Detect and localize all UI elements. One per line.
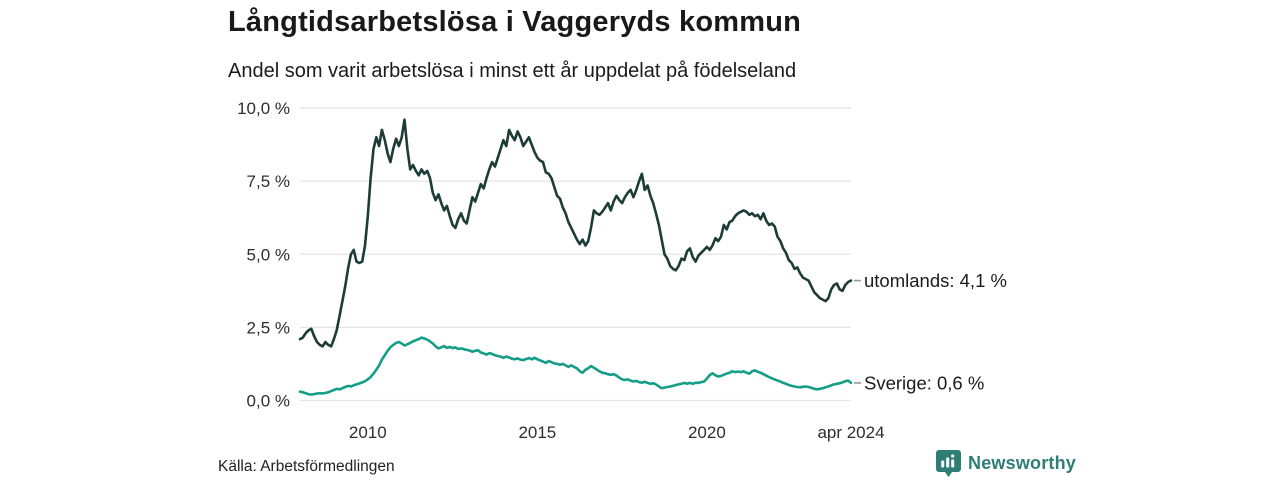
x-tick-label: 2020 [688, 423, 726, 442]
x-tick-label: 2015 [518, 423, 556, 442]
series-path-utomlands [298, 118, 853, 348]
y-tick-label: 2,5 % [247, 318, 290, 337]
series-path-Sverige [298, 336, 853, 396]
y-tick-label: 0,0 % [247, 392, 290, 411]
chart-subtitle: Andel som varit arbetslösa i minst ett å… [228, 60, 797, 82]
chart-title: Långtidsarbetslösa i Vaggeryds kommun [228, 6, 802, 38]
brand: Newsworthy [936, 450, 1076, 477]
series-end-label-Sverige: Sverige: 0,6 % [864, 372, 984, 393]
x-tick-label: apr 2024 [817, 423, 884, 442]
y-tick-label: 5,0 % [247, 245, 290, 264]
y-tick-label: 10,0 % [237, 99, 290, 118]
y-tick-label: 7,5 % [247, 172, 290, 191]
source-note: Källa: Arbetsförmedlingen [218, 458, 395, 475]
newsworthy-logo-icon [936, 450, 961, 477]
brand-name: Newsworthy [968, 453, 1077, 473]
series-end-label-utomlands: utomlands: 4,1 % [864, 270, 1007, 291]
x-tick-label: 2010 [349, 423, 387, 442]
